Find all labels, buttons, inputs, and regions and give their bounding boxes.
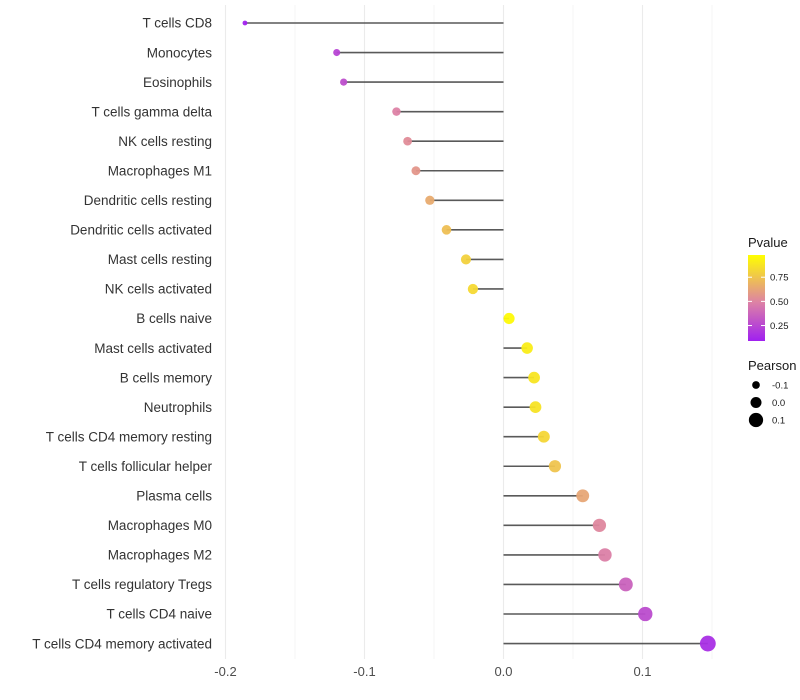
x-axis-tick-label: 0.1 xyxy=(633,664,651,679)
lollipop-row: Plasma cells xyxy=(136,489,590,504)
lollipop-row: B cells naive xyxy=(136,311,515,326)
y-axis-label: Macrophages M1 xyxy=(108,163,212,178)
lollipop-dot xyxy=(699,635,716,652)
y-axis-label: Dendritic cells resting xyxy=(84,193,212,208)
gridlines xyxy=(224,5,713,659)
legend-pearson-title: Pearson xyxy=(748,358,796,373)
lollipop-dot xyxy=(576,489,590,503)
lollipop-dot xyxy=(548,460,562,473)
y-axis-label: T cells follicular helper xyxy=(79,459,213,474)
legend-pvalue: Pvalue 0.75 0.50 0.25 xyxy=(748,235,789,341)
y-axis-label: Macrophages M2 xyxy=(108,548,212,563)
lollipop-dot xyxy=(529,401,542,414)
lollipop-dot xyxy=(333,49,341,57)
x-axis-tick-label: -0.1 xyxy=(353,664,375,679)
lollipop-dot xyxy=(392,107,401,116)
y-axis-label: B cells naive xyxy=(136,311,212,326)
pvalue-colorbar xyxy=(748,255,765,341)
lollipop-dot xyxy=(242,20,248,26)
pearson-size-label: -0.1 xyxy=(772,381,788,392)
lollipop-dot xyxy=(638,606,653,622)
lollipop-row: T cells gamma delta xyxy=(91,104,504,119)
y-axis-label: B cells memory xyxy=(120,370,213,385)
y-axis-label: T cells CD4 memory activated xyxy=(32,636,212,651)
y-axis-label: Monocytes xyxy=(147,45,213,60)
lollipop-row: T cells CD4 memory activated xyxy=(32,635,716,652)
pearson-size-dot xyxy=(752,381,760,389)
lollipop-dot xyxy=(537,430,550,443)
lollipop-row: T cells CD8 xyxy=(142,16,504,31)
y-axis-label: Plasma cells xyxy=(136,489,212,504)
lollipop-row: Dendritic cells activated xyxy=(70,223,504,238)
x-axis-tick-label: -0.2 xyxy=(214,664,236,679)
x-axis: -0.2 -0.1 0.0 0.1 xyxy=(214,664,651,679)
pearson-size-dot xyxy=(748,412,764,428)
lollipop-dot xyxy=(503,312,515,325)
y-axis-label: Mast cells resting xyxy=(108,252,212,267)
lollipop-row: Macrophages M2 xyxy=(108,548,612,563)
colorbar-tick-label: 0.50 xyxy=(770,297,789,308)
legend-pvalue-title: Pvalue xyxy=(748,235,788,250)
lollipop-row: B cells memory xyxy=(120,370,540,385)
lollipop-dot xyxy=(598,548,612,562)
lollipop-dot xyxy=(411,166,421,176)
lollipop-row: Dendritic cells resting xyxy=(84,193,504,208)
y-axis-label: T cells CD4 memory resting xyxy=(46,429,212,444)
y-axis-label: NK cells activated xyxy=(105,282,212,297)
lollipop-row: Macrophages M0 xyxy=(108,518,607,533)
lollipop-row: T cells CD4 naive xyxy=(106,606,653,622)
y-axis-label: Eosinophils xyxy=(143,75,212,90)
lollipop-row: Monocytes xyxy=(147,45,504,60)
lollipop-dot xyxy=(521,342,533,354)
lollipop-dot xyxy=(403,136,412,146)
colorbar-tick-label: 0.25 xyxy=(770,321,789,332)
x-axis-tick-label: 0.0 xyxy=(494,664,512,679)
lollipop-row: NK cells resting xyxy=(118,134,504,149)
lollipop-dot xyxy=(425,195,435,205)
lollipop-row: T cells follicular helper xyxy=(79,459,562,474)
colorbar-tick-label: 0.75 xyxy=(770,273,789,284)
lollipop-dot xyxy=(592,518,607,532)
lollipop-dot xyxy=(460,254,472,265)
lollipop-dot xyxy=(340,78,348,86)
pearson-size-label: 0.0 xyxy=(772,398,785,409)
lollipop-dot xyxy=(618,577,633,592)
lollipop-row: T cells regulatory Tregs xyxy=(72,577,633,592)
lollipop-row: Eosinophils xyxy=(143,75,504,90)
y-axis-label: Dendritic cells activated xyxy=(70,223,212,238)
lollipop-row: Mast cells activated xyxy=(94,341,533,356)
lollipop-rows: T cells CD8 Monocytes Eosinophils T cells g… xyxy=(32,16,716,652)
y-axis-label: T cells gamma delta xyxy=(91,104,212,119)
pearson-size-dot xyxy=(750,397,762,408)
lollipop-row: NK cells activated xyxy=(105,282,504,297)
y-axis-label: NK cells resting xyxy=(118,134,212,149)
y-axis-label: T cells CD4 naive xyxy=(106,607,212,622)
lollipop-row: T cells CD4 memory resting xyxy=(46,429,550,444)
lollipop-row: Neutrophils xyxy=(144,400,542,415)
lollipop-row: Mast cells resting xyxy=(108,252,504,267)
y-axis-label: Neutrophils xyxy=(144,400,213,415)
lollipop-row: Macrophages M1 xyxy=(108,163,504,178)
y-axis-label: T cells regulatory Tregs xyxy=(72,577,212,592)
lollipop-dot xyxy=(528,371,540,384)
pearson-size-label: 0.1 xyxy=(772,416,785,427)
y-axis-label: Macrophages M0 xyxy=(108,518,212,533)
lollipop-dot xyxy=(441,225,452,235)
y-axis-label: T cells CD8 xyxy=(142,16,212,31)
lollipop-dot xyxy=(467,283,479,295)
y-axis-label: Mast cells activated xyxy=(94,341,212,356)
legend-pearson: Pearson -0.1 0.0 0.1 xyxy=(748,358,796,428)
